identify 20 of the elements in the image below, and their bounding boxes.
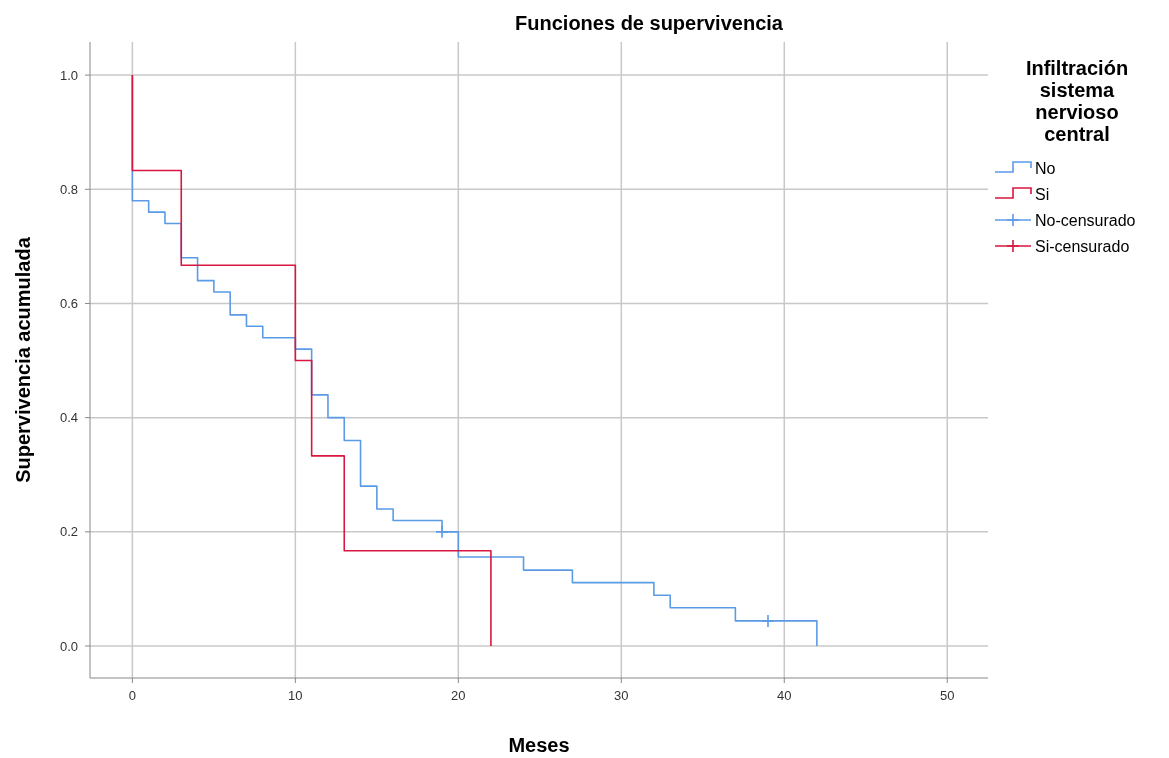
- legend-title: Infiltración sistema nervioso central: [1025, 57, 1129, 145]
- x-tick-label: 30: [614, 688, 629, 703]
- y-axis-title: Supervivencia acumulada: [12, 236, 34, 483]
- y-tick-label: 0.2: [59, 524, 78, 540]
- legend-label: Si: [1035, 185, 1050, 203]
- legend-label: No-censurado: [1035, 211, 1136, 229]
- x-tick-label: 20: [451, 688, 466, 703]
- x-tick-label: 0: [128, 688, 136, 703]
- legend-label: No: [1035, 159, 1056, 177]
- x-axis-title: Meses: [508, 734, 570, 756]
- x-tick-label: 40: [777, 688, 792, 703]
- x-tick-label: 10: [288, 688, 303, 703]
- y-tick-label: 0.6: [59, 296, 78, 312]
- y-tick-label: 1.0: [59, 67, 78, 83]
- legend-label: Si-censurado: [1035, 237, 1130, 255]
- y-tick-label: 0.8: [59, 181, 78, 197]
- x-tick-label: 50: [940, 688, 955, 703]
- chart-title: Funciones de supervivencia: [515, 12, 784, 34]
- y-tick-label: 0.4: [59, 410, 78, 426]
- y-tick-label: 0.0: [59, 638, 78, 654]
